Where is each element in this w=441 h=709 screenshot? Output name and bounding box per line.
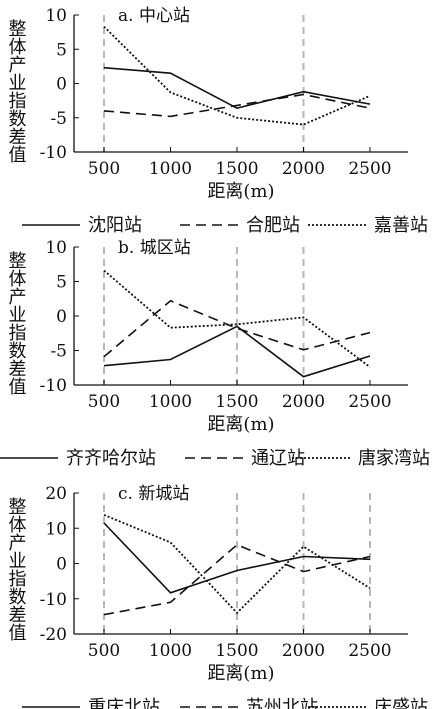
x-tick-label: 500	[88, 392, 120, 412]
x-tick-label: 500	[88, 641, 120, 661]
y-tick-label: 5	[56, 273, 67, 293]
y-axis-label: 整体产业指数差值	[6, 19, 27, 163]
x-tick-label: 1000	[149, 392, 192, 412]
series-line	[103, 325, 371, 378]
x-tick-label: 2000	[282, 159, 325, 179]
y-tick-label: -5	[50, 342, 67, 362]
legend-label: 唐家湾站	[358, 448, 430, 469]
y-tick-label: 0	[56, 307, 67, 327]
x-axis-label: 距离(m)	[207, 663, 274, 684]
series-line	[103, 522, 371, 594]
legend-label: 齐齐哈尔站	[66, 448, 156, 469]
x-tick-label: 1000	[149, 159, 192, 179]
x-tick-label: 2500	[348, 641, 391, 661]
x-axis-label: 距离(m)	[207, 181, 274, 202]
y-axis-label: 整体产业指数差值	[6, 497, 27, 641]
y-tick-label: -5	[50, 109, 67, 129]
legend-label: 通辽站	[251, 448, 305, 469]
x-axis-label: 距离(m)	[207, 414, 274, 435]
x-tick-label: 2000	[282, 641, 325, 661]
legend-label: 嘉善站	[374, 215, 428, 236]
chart-title: b. 城区站	[118, 238, 191, 258]
y-tick-label: 10	[45, 519, 67, 539]
y-tick-label: 10	[45, 6, 67, 26]
series-line	[103, 93, 371, 118]
series-line	[103, 299, 371, 358]
x-tick-label: 1500	[215, 641, 258, 661]
series-line	[103, 269, 371, 368]
y-tick-label: 0	[56, 75, 67, 95]
y-tick-label: 10	[45, 238, 67, 258]
x-tick-label: 1500	[215, 159, 258, 179]
x-tick-label: 1000	[149, 641, 192, 661]
y-tick-label: -10	[40, 590, 67, 610]
series-line	[103, 514, 371, 615]
series-line	[103, 66, 371, 110]
chart-title: c. 新城站	[118, 484, 189, 504]
legend-label: 庆盛站	[374, 697, 428, 709]
chart-title: a. 中心站	[118, 6, 190, 26]
x-tick-label: 1500	[215, 392, 258, 412]
x-tick-label: 2500	[348, 392, 391, 412]
legend-label: 重庆北站	[88, 697, 160, 709]
legend-label: 合肥站	[246, 215, 300, 236]
y-tick-label: -20	[40, 625, 67, 645]
x-tick-label: 2500	[348, 159, 391, 179]
y-tick-label: -10	[40, 376, 67, 396]
y-tick-label: -10	[40, 143, 67, 163]
legend-label: 沈阳站	[88, 215, 142, 236]
y-tick-label: 5	[56, 40, 67, 60]
y-axis-label: 整体产业指数差值	[6, 251, 27, 395]
x-tick-label: 500	[88, 159, 120, 179]
series-line	[103, 543, 371, 616]
x-tick-label: 2000	[282, 392, 325, 412]
y-tick-label: 0	[56, 555, 67, 575]
legend-label: 苏州北站	[246, 697, 318, 709]
y-tick-label: 20	[45, 484, 67, 504]
series-line	[103, 25, 371, 126]
